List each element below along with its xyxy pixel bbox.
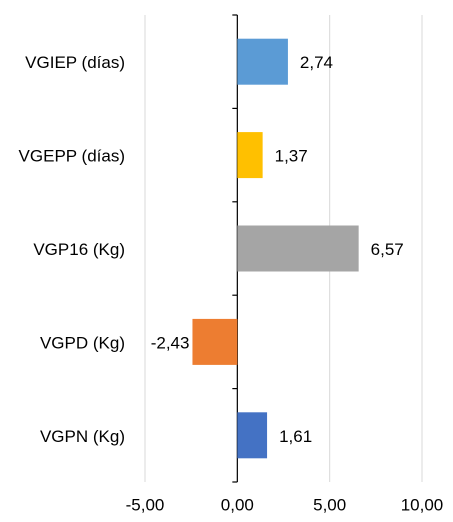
bar <box>237 412 268 459</box>
y-tick-label: VGIEP (días) <box>25 53 125 72</box>
value-label: -2,43 <box>151 333 190 352</box>
x-tick-label: 0,00 <box>221 495 254 514</box>
bar <box>237 38 288 85</box>
value-label: 2,74 <box>300 53 333 72</box>
value-label: 1,61 <box>279 427 312 446</box>
bar <box>192 318 238 365</box>
x-tick-label: 10,00 <box>401 495 444 514</box>
y-tick-label: VGEPP (días) <box>19 147 125 166</box>
x-tick-label: 5,00 <box>313 495 346 514</box>
y-tick-label: VGP16 (Kg) <box>33 240 125 259</box>
value-label: 6,57 <box>371 240 404 259</box>
y-tick-label: VGPN (Kg) <box>40 427 125 446</box>
bar <box>237 132 263 179</box>
x-tick-label: -5,00 <box>126 495 165 514</box>
y-tick-label: VGPD (Kg) <box>40 333 125 352</box>
value-label: 1,37 <box>275 147 308 166</box>
bar <box>237 225 359 272</box>
